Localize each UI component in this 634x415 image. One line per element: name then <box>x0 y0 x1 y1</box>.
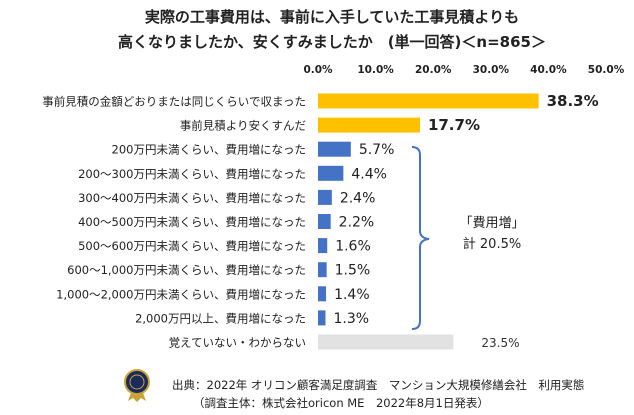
value-label: 38.3% <box>547 92 599 110</box>
x-tick-label: 10.0% <box>357 64 394 76</box>
category-label: 事前見積の金額どおりまたは同じくらいで収まった <box>42 95 306 109</box>
x-tick-label: 30.0% <box>473 64 510 76</box>
category-label: 200万円未満くらい、費用増になった <box>112 143 306 157</box>
value-label: 4.4% <box>351 166 387 182</box>
bar <box>318 165 344 181</box>
value-label: 1.6% <box>335 239 371 255</box>
bar <box>318 262 327 278</box>
chart-title-line-2: 高くなりましたか、安くすみましたか (単一回答)＜n=865＞ <box>118 33 546 51</box>
bar <box>318 286 327 302</box>
chart-title-line-1: 実際の工事費用は、事前に入手していた工事見積よりも <box>145 8 519 26</box>
category-label: 事前見積より安くすんだ <box>180 119 306 133</box>
value-label: 1.5% <box>335 263 371 279</box>
category-label: 300～400万円未満くらい、費用増になった <box>78 191 306 205</box>
value-labels: 38.3% 17.7% 5.7% 4.4% 2.4% 2.2% 1.6% 1.5% 1.4% 1.… <box>333 92 598 350</box>
bar <box>318 334 454 350</box>
source-line-1: 出典：2022年 オリコン顧客満足度調査 マンション大規模修繕会社 利用実態 <box>172 378 584 392</box>
bar <box>318 189 332 205</box>
x-tick-label: 0.0% <box>303 64 333 76</box>
category-label: 200～300万円未満くらい、費用増になった <box>78 167 306 181</box>
value-label: 1.4% <box>334 287 370 303</box>
category-label: 覚えていない・わからない <box>169 336 306 350</box>
x-tick-label: 20.0% <box>415 64 452 76</box>
increase-total-label-line-1: 「費用増」 <box>459 216 524 231</box>
value-label: 5.7% <box>359 142 395 158</box>
bar <box>318 93 539 109</box>
value-label: 23.5% <box>481 336 519 350</box>
value-label: 1.3% <box>333 311 369 327</box>
category-label: 2,000万円以上、費用増になった <box>135 311 306 325</box>
x-axis-ticks: 0.0% 10.0% 20.0% 30.0% 40.0% 50.0% <box>303 64 624 76</box>
bars <box>318 93 539 350</box>
bar <box>318 214 331 229</box>
x-tick-label: 50.0% <box>588 64 625 76</box>
category-label: 500～600万円未満くらい、費用増になった <box>78 239 306 253</box>
value-label: 2.4% <box>340 190 376 206</box>
increase-bracket <box>411 146 430 330</box>
category-label: 1,000～2,000万円未満くらい、費用増になった <box>56 287 306 301</box>
bar <box>318 117 420 133</box>
bar <box>318 310 326 326</box>
value-label: 2.2% <box>339 215 375 231</box>
bar <box>318 141 351 157</box>
oricon-logo <box>124 369 150 402</box>
increase-total-label-line-2: 計 20.5% <box>463 236 521 252</box>
bar <box>318 238 328 254</box>
source-line-2: （調査主体：株式会社oricon ME 2022年8月1日発表） <box>193 396 489 410</box>
category-label: 400～500万円未満くらい、費用増になった <box>78 215 306 229</box>
value-label: 17.7% <box>428 116 480 134</box>
category-label: 600～1,000万円未満くらい、費用増になった <box>67 263 306 277</box>
x-tick-label: 40.0% <box>530 64 567 76</box>
